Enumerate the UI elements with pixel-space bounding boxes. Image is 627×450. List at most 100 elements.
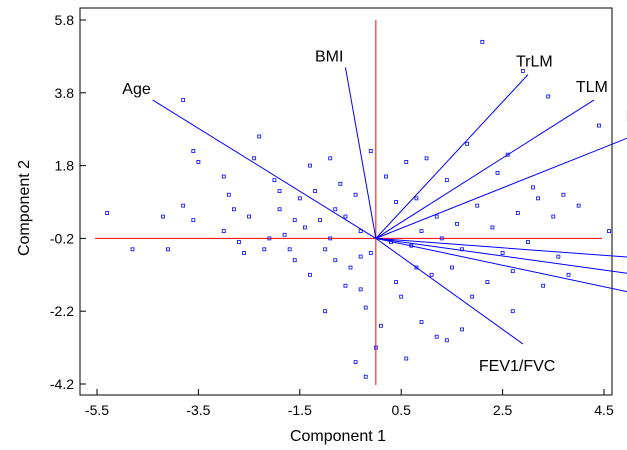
score-point (358, 254, 363, 259)
y-tick-label: -2.2 (50, 303, 74, 319)
y-tick-label: -4.2 (50, 376, 74, 392)
score-point (470, 294, 475, 299)
score-point (287, 247, 292, 252)
score-point (242, 251, 246, 255)
y-tick-label: 5.8 (55, 12, 75, 28)
score-point (333, 258, 338, 263)
score-point (353, 192, 358, 197)
score-point (495, 170, 500, 175)
x-tick-label: -5.5 (85, 402, 109, 418)
score-point (510, 309, 515, 314)
vector-llm (375, 137, 627, 239)
score-point (333, 207, 338, 212)
score-point (368, 149, 373, 153)
score-point (399, 294, 404, 299)
score-point (526, 240, 530, 244)
score-point (394, 200, 399, 204)
y-axis-title: Component 2 (16, 160, 33, 256)
score-point (308, 163, 312, 168)
score-point (394, 280, 399, 284)
score-point (308, 272, 312, 277)
vector-label-llm: LLM (626, 108, 627, 125)
score-point (292, 218, 297, 223)
score-point (414, 196, 419, 201)
vector-bmi (344, 67, 377, 239)
score-point (561, 192, 566, 197)
score-point (520, 69, 525, 73)
score-point (597, 123, 601, 128)
score-point (282, 232, 287, 237)
score-point (419, 229, 424, 234)
score-point (348, 265, 353, 270)
score-point (257, 134, 262, 139)
score-point (277, 207, 282, 212)
score-point (105, 211, 110, 215)
score-point (267, 236, 272, 241)
y-axis-ticks: 5.8 3.8 1.8 -0.2 -2.2 -4.2 (50, 12, 86, 392)
score-point (368, 251, 373, 255)
score-point (252, 156, 257, 161)
vector-trlm (375, 74, 529, 239)
score-point (323, 309, 328, 314)
vector-tlm (375, 99, 595, 239)
score-point (318, 218, 322, 223)
score-point (439, 236, 444, 241)
score-point (196, 160, 201, 164)
x-tick-label: 2.5 (493, 402, 513, 418)
score-point (363, 374, 368, 379)
score-point (161, 214, 165, 219)
score-point (490, 225, 495, 230)
score-point (475, 203, 480, 208)
x-axis-ticks: -5.5 -3.5 -1.5 0.5 2.5 4.5 (85, 389, 614, 418)
plot-area: AgeBMITrLMTLMLLMFVCPEFFEV1FEV1/FVC (79, 7, 627, 396)
score-point (226, 192, 231, 197)
score-point (237, 240, 241, 244)
score-point (429, 272, 434, 277)
score-point (531, 185, 535, 190)
score-point (130, 247, 135, 252)
score-point (465, 141, 470, 146)
score-point (272, 178, 277, 183)
score-point (379, 323, 383, 328)
vector-label-fev1-fvc: FEV1/FVC (479, 358, 555, 375)
score-point (358, 287, 363, 292)
score-point (262, 247, 267, 252)
score-point (297, 196, 302, 201)
x-tick-label: -1.5 (288, 402, 312, 418)
vector-age (152, 99, 377, 239)
score-point (328, 156, 333, 161)
score-point (373, 345, 378, 350)
score-point (500, 251, 505, 255)
score-point (191, 149, 196, 153)
score-point (449, 265, 454, 270)
x-tick-label: 0.5 (391, 402, 411, 418)
score-point (424, 156, 429, 161)
score-point (434, 214, 439, 219)
score-point (480, 39, 485, 44)
score-point (191, 218, 196, 223)
x-tick-label: -3.5 (186, 402, 210, 418)
score-point (485, 280, 490, 284)
x-axis-title: Component 1 (290, 428, 386, 445)
score-point (302, 225, 307, 230)
vector-fvc (375, 237, 627, 258)
score-point (607, 229, 611, 234)
score-point (292, 258, 297, 263)
score-point (536, 196, 540, 201)
x-tick-label: 4.5 (594, 402, 614, 418)
score-point (247, 214, 252, 219)
vector-label-age: Age (122, 81, 151, 98)
score-point (515, 211, 520, 215)
score-point (384, 174, 388, 179)
score-point (566, 272, 571, 277)
score-point (541, 283, 546, 288)
score-point (221, 229, 226, 234)
plot-frame (79, 7, 613, 396)
vector-label-tlm: TLM (576, 79, 608, 96)
score-point (313, 189, 317, 193)
score-point (546, 94, 551, 99)
score-point (419, 320, 424, 325)
y-tick-label: 1.8 (55, 158, 75, 174)
score-point (277, 189, 282, 193)
